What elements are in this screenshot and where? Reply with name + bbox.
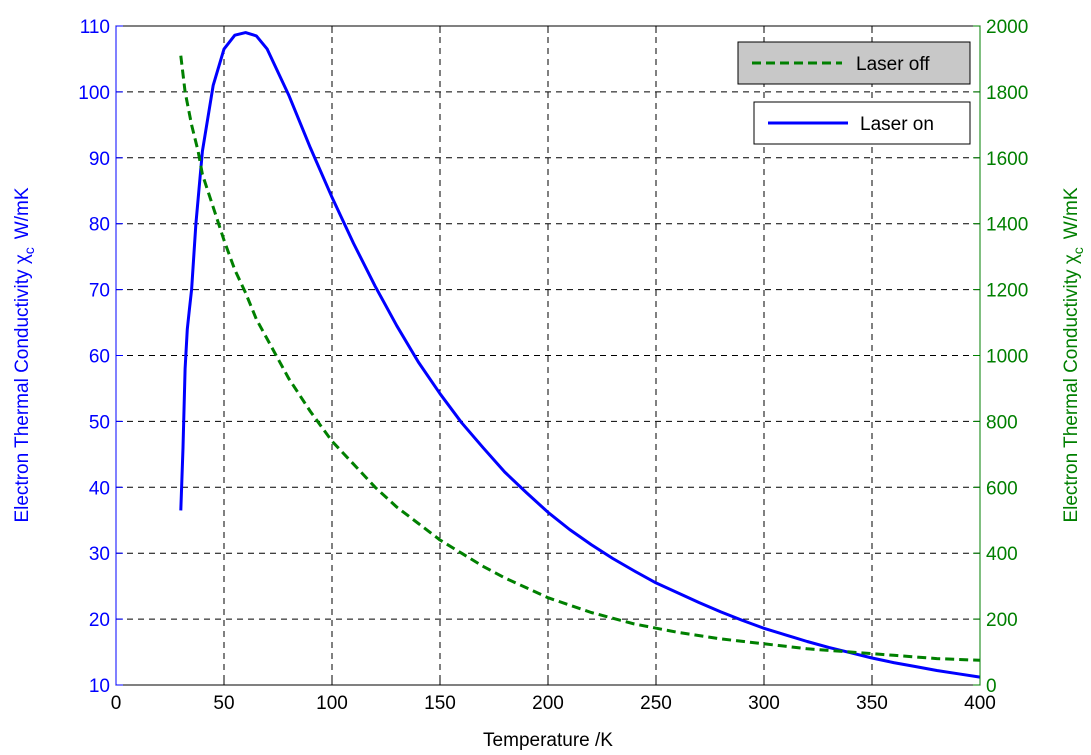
left-y-tick-label: 80 xyxy=(89,215,110,236)
x-tick-label: 150 xyxy=(424,693,456,714)
right-y-tick-label: 0 xyxy=(986,676,997,697)
x-tick-label: 200 xyxy=(532,693,564,714)
x-tick-label: 300 xyxy=(748,693,780,714)
left-y-tick-label: 110 xyxy=(80,17,110,38)
x-tick-label: 250 xyxy=(640,693,672,714)
legend-laser-off-box xyxy=(737,41,971,85)
right-y-tick-label: 200 xyxy=(986,610,1018,631)
left-y-tick-label: 60 xyxy=(89,347,110,368)
laser-on-line xyxy=(179,31,981,679)
x-axis-title: Temperature /K xyxy=(483,730,613,751)
left-y-tick-label: 100 xyxy=(78,83,110,104)
x-tick-label: 100 xyxy=(316,693,348,714)
x-tick-label: 50 xyxy=(213,693,234,714)
right-y-tick-label: 800 xyxy=(986,412,1018,433)
left-y-tick-label: 50 xyxy=(89,412,110,433)
axes: 0 50 100 150 200 250 300 350 400 10 20 30 40 50 60 70 80… xyxy=(78,17,1028,714)
right-y-tick-label: 400 xyxy=(986,544,1018,565)
series-lines xyxy=(179,31,981,679)
x-tick-label: 350 xyxy=(856,693,888,714)
left-y-tick-label: 70 xyxy=(89,281,110,302)
right-y-tick-label: 1800 xyxy=(986,83,1028,104)
right-y-tick-label: 1400 xyxy=(986,215,1028,236)
x-tick-label: 0 xyxy=(111,693,122,714)
right-y-tick-label: 600 xyxy=(986,478,1018,499)
left-y-tick-label: 10 xyxy=(89,676,110,697)
left-y-tick-label: 30 xyxy=(89,544,110,565)
right-y-axis-title: Electron Thermal Conductivity χcW/mK xyxy=(1061,187,1086,522)
left-y-tick-label: 90 xyxy=(89,149,110,170)
grid-lines xyxy=(116,26,980,685)
legend-laser-on-label: Laser on xyxy=(860,114,934,135)
legend-laser-off: Laser off xyxy=(737,41,971,85)
left-y-axis-title: Electron Thermal Conductivity χcW/mK xyxy=(12,187,37,522)
right-y-tick-label: 2000 xyxy=(986,17,1028,38)
left-y-tick-label: 40 xyxy=(89,478,110,499)
right-y-tick-label: 1200 xyxy=(986,281,1028,302)
laser-off-line xyxy=(179,55,981,662)
x-tick-label: 400 xyxy=(964,693,996,714)
legend-laser-off-label: Laser off xyxy=(856,54,930,75)
right-y-tick-label: 1600 xyxy=(986,149,1028,170)
right-y-tick-label: 1000 xyxy=(986,347,1028,368)
legend-laser-on: Laser on xyxy=(753,101,971,145)
left-y-tick-label: 20 xyxy=(89,610,110,631)
